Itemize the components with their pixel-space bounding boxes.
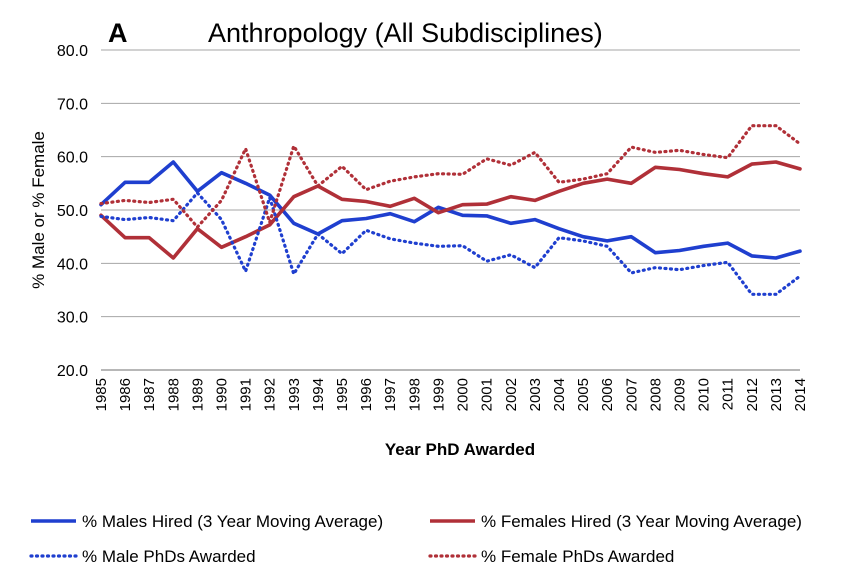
x-tick-label: 1991 <box>238 378 255 411</box>
y-tick-label: 60.0 <box>57 150 88 167</box>
legend-label: % Male PhDs Awarded <box>82 547 256 566</box>
gridlines <box>101 49 800 371</box>
x-tick-label: 2012 <box>744 378 761 411</box>
x-tick-label: 1996 <box>358 378 375 411</box>
y-tick-label: 40.0 <box>57 256 88 273</box>
series-line-3 <box>99 191 802 296</box>
x-tick-label: 2005 <box>575 378 592 411</box>
x-tick-label: 2003 <box>527 378 544 411</box>
x-tick-label: 1997 <box>382 378 399 411</box>
x-tick-label: 2013 <box>768 378 785 411</box>
x-tick-label: 2006 <box>599 378 616 411</box>
x-tick-label: 2004 <box>551 378 568 411</box>
x-tick-label: 2001 <box>479 378 496 411</box>
y-axis-label: % Male or % Female <box>29 131 48 289</box>
y-tick-label: 30.0 <box>57 310 88 327</box>
x-tick-label: 2010 <box>696 378 713 411</box>
legend-label: % Female PhDs Awarded <box>481 547 674 566</box>
x-tick-label: 2009 <box>671 378 688 411</box>
x-tick-label: 1988 <box>165 378 182 411</box>
x-tick-label: 2000 <box>455 378 472 411</box>
x-tick-label: 2011 <box>720 378 737 410</box>
x-tick-label: 2007 <box>623 378 640 411</box>
series-lines <box>99 124 802 296</box>
x-tick-label: 2008 <box>647 378 664 411</box>
x-tick-label: 2014 <box>792 378 809 411</box>
x-tick-label: 1989 <box>189 378 206 411</box>
x-tick-label: 1998 <box>406 378 423 411</box>
x-tick-label: 1986 <box>117 378 134 411</box>
x-tick-label: 1985 <box>93 378 110 411</box>
legend-label: % Females Hired (3 Year Moving Average) <box>481 512 802 531</box>
chart-title: Anthropology (All Subdisciplines) <box>208 18 603 48</box>
y-tick-label: 50.0 <box>57 203 88 220</box>
x-tick-label: 1992 <box>262 378 279 411</box>
x-tick-label: 1999 <box>430 378 447 411</box>
x-tick-label: 1993 <box>286 378 303 411</box>
x-axis-label: Year PhD Awarded <box>385 440 535 459</box>
y-tick-labels: 20.0 30.0 40.0 50.0 60.0 70.0 80.0 <box>57 43 88 380</box>
x-tick-label: 1994 <box>310 378 327 411</box>
x-tick-label: 2002 <box>503 378 520 411</box>
series-line-1 <box>99 160 802 260</box>
x-tick-label: 1990 <box>214 378 231 411</box>
series-line-4 <box>99 124 802 229</box>
panel-label: A <box>108 18 128 48</box>
y-tick-label: 20.0 <box>57 363 88 380</box>
legend-label: % Males Hired (3 Year Moving Average) <box>82 512 383 531</box>
x-tick-labels: 1985 1986 1987 1988 1989 1990 1991 1992 1993 1994… <box>93 378 809 411</box>
series-line-2 <box>99 160 802 260</box>
x-tick-label: 1995 <box>334 378 351 411</box>
legend: % Males Hired (3 Year Moving Average) % F… <box>29 512 802 566</box>
y-tick-label: 70.0 <box>57 96 88 113</box>
x-tick-label: 1987 <box>141 378 158 411</box>
y-tick-label: 80.0 <box>57 43 88 60</box>
